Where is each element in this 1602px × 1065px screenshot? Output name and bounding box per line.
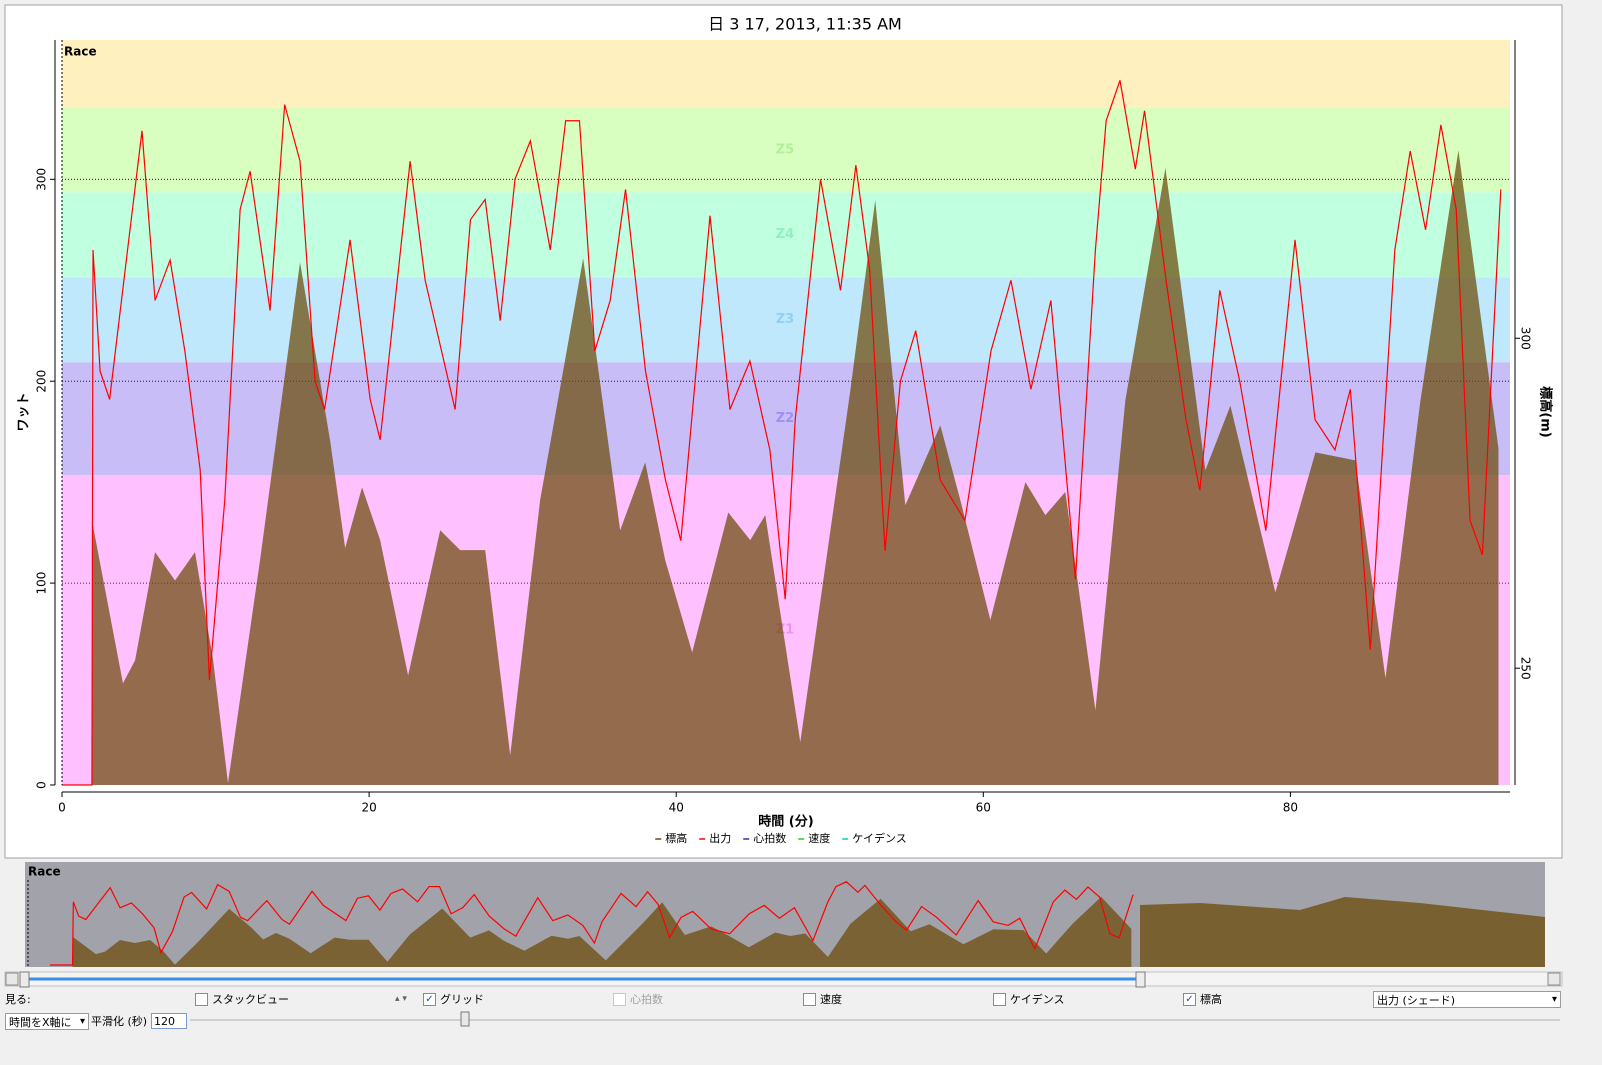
y-tick-label: 0 [35,781,49,789]
chart-title: 日 3 17, 2013, 11:35 AM [708,15,902,34]
shade-dropdown[interactable]: 出力 (シェード) [1373,991,1561,1008]
y-axis-label: ワット [17,392,32,431]
checkbox-box: ✓ [423,992,436,1006]
checkbox-label: ケイデンス [1010,993,1065,1006]
x-tick-label: 40 [669,801,684,815]
scroll-right[interactable] [1547,972,1561,986]
legend-label: 心拍数 [753,831,786,845]
checkbox-label: 標高 [1200,993,1222,1006]
zone-label: Z4 [776,227,794,242]
y2-axis-label: 標高(m) [1538,386,1554,437]
power-line [62,80,1502,786]
x-tick-label: 20 [361,801,376,815]
elevation-area [72,896,1132,967]
smoothing-thumb[interactable] [460,1011,470,1027]
checkbox-box: ✓ [1183,992,1196,1006]
y-tick-label: 100 [35,572,49,595]
range-handle-left[interactable] [19,971,30,988]
elevation-area [91,150,1499,786]
scroll-left[interactable] [5,972,19,986]
y-tick-label: 200 [35,370,49,393]
smoothing-input[interactable]: 120 [151,1013,187,1029]
y2-tick-label: 250 [1519,657,1533,680]
checkbox: 心拍数 [613,991,663,1007]
zone-label: Z3 [776,312,794,327]
legend-label: ケイデンス [852,831,907,845]
checkbox-label: グリッド [440,993,484,1006]
range-handle-right[interactable] [1135,971,1146,988]
checkbox[interactable]: ケイデンス [993,991,1065,1007]
checkbox-label: 速度 [820,993,842,1006]
x-tick-label: 80 [1283,801,1298,815]
checkbox-label: スタックビュー [212,993,289,1006]
checkbox-box [195,992,208,1006]
zone-band [62,40,1510,108]
view-label: 見る: [5,993,31,1006]
checkbox[interactable]: ✓ 標高 [1183,991,1222,1007]
checkbox[interactable]: 速度 [803,991,842,1007]
spin-arrows[interactable]: ▴ ▾ [395,994,407,1004]
legend-label: 出力 [709,831,731,845]
overview-elevation-rest [1140,897,1545,967]
overview-plot [50,881,1134,967]
x-tick-label: 60 [976,801,991,815]
checkbox-label: 心拍数 [630,993,663,1006]
zone-band [62,107,1510,193]
x-tick-label: 0 [58,801,66,815]
legend-label: 速度 [808,831,830,845]
plot [62,80,1502,786]
zone-label: Z2 [776,411,794,426]
section-label: Race [64,45,97,59]
zone-label: Z5 [776,142,794,157]
y-tick-label: 300 [35,168,49,191]
checkbox-box [803,992,816,1006]
xaxis-dropdown[interactable]: 時間をX軸に [5,1013,89,1030]
checkbox-box [993,992,1006,1006]
checkbox[interactable]: ✓ グリッド [423,991,484,1007]
legend: 標高 出力 心拍数 速度 ケイデンス [655,831,907,845]
power-line [50,881,1134,966]
overview-label: Race [28,865,61,879]
smoothing-label: 平滑化 (秒) [91,1015,148,1028]
checkbox-box [613,992,626,1006]
checkbox[interactable]: スタックビュー [195,991,289,1007]
legend-label: 標高 [665,831,687,845]
x-axis-label: 時間 (分) [758,814,813,830]
y2-tick-label: 300 [1519,327,1533,350]
